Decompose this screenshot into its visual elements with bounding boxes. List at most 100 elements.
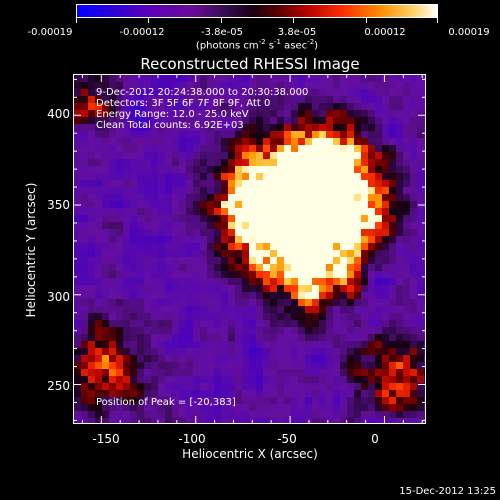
heatmap-pixel <box>284 166 291 173</box>
heatmap-pixel <box>158 180 165 187</box>
heatmap-pixel <box>333 117 340 124</box>
heatmap-pixel <box>249 250 256 257</box>
heatmap-pixel <box>249 257 256 264</box>
heatmap-pixel <box>403 138 410 145</box>
heatmap-pixel <box>417 166 424 173</box>
heatmap-pixel <box>263 236 270 243</box>
heatmap-pixel <box>256 334 263 341</box>
heatmap-pixel <box>193 306 200 313</box>
heatmap-pixel <box>410 278 417 285</box>
heatmap-pixel <box>158 194 165 201</box>
heatmap-pixel <box>123 334 130 341</box>
heatmap-pixel <box>123 397 130 404</box>
heatmap-pixel <box>326 166 333 173</box>
heatmap-pixel <box>200 271 207 278</box>
heatmap-pixel <box>207 250 214 257</box>
heatmap-pixel <box>368 117 375 124</box>
heatmap-pixel <box>424 173 425 180</box>
heatmap-pixel <box>382 222 389 229</box>
heatmap-pixel <box>256 96 263 103</box>
heatmap-pixel <box>109 369 116 376</box>
heatmap-pixel <box>172 117 179 124</box>
heatmap-pixel <box>410 390 417 397</box>
heatmap-pixel <box>326 306 333 313</box>
heatmap-pixel <box>74 383 81 390</box>
heatmap-pixel <box>228 334 235 341</box>
heatmap-pixel <box>319 306 326 313</box>
heatmap-pixel <box>81 250 88 257</box>
heatmap-pixel <box>81 355 88 362</box>
heatmap-pixel <box>151 159 158 166</box>
heatmap-pixel <box>88 404 95 411</box>
heatmap-pixel <box>333 271 340 278</box>
heatmap-pixel <box>410 117 417 124</box>
heatmap-pixel <box>102 383 109 390</box>
heatmap-pixel <box>235 82 242 89</box>
heatmap-pixel <box>193 229 200 236</box>
heatmap-pixel <box>361 96 368 103</box>
heatmap-pixel <box>214 334 221 341</box>
heatmap-pixel <box>123 145 130 152</box>
heatmap-pixel <box>319 201 326 208</box>
heatmap-pixel <box>88 418 95 423</box>
heatmap-pixel <box>214 292 221 299</box>
heatmap-pixel <box>305 96 312 103</box>
heatmap-pixel <box>165 152 172 159</box>
heatmap-pixel <box>396 327 403 334</box>
heatmap-pixel <box>130 348 137 355</box>
heatmap-pixel <box>109 117 116 124</box>
heatmap-pixel <box>116 201 123 208</box>
heatmap-pixel <box>130 306 137 313</box>
heatmap-pixel <box>319 320 326 327</box>
heatmap-pixel <box>123 131 130 138</box>
heatmap-pixel <box>291 271 298 278</box>
heatmap-pixel <box>228 369 235 376</box>
heatmap-pixel <box>326 320 333 327</box>
heatmap-pixel <box>410 292 417 299</box>
heatmap-pixel <box>354 390 361 397</box>
heatmap-pixel <box>368 159 375 166</box>
heatmap-pixel <box>151 348 158 355</box>
heatmap-pixel <box>221 264 228 271</box>
heatmap-pixel <box>242 348 249 355</box>
heatmap-pixel <box>179 166 186 173</box>
heatmap-pixel <box>333 362 340 369</box>
heatmap-pixel <box>123 327 130 334</box>
heatmap-pixel <box>102 411 109 418</box>
heatmap-pixel <box>368 236 375 243</box>
heatmap-pixel <box>368 110 375 117</box>
heatmap-pixel <box>277 201 284 208</box>
heatmap-pixel <box>200 257 207 264</box>
heatmap-pixel <box>172 96 179 103</box>
heatmap-pixel <box>263 390 270 397</box>
heatmap-pixel <box>228 418 235 423</box>
heatmap-pixel <box>396 257 403 264</box>
heatmap-pixel <box>235 201 242 208</box>
heatmap-pixel <box>396 404 403 411</box>
heatmap-pixel <box>158 257 165 264</box>
heatmap-pixel <box>102 173 109 180</box>
heatmap-pixel <box>396 180 403 187</box>
heatmap-pixel <box>410 320 417 327</box>
heatmap-pixel <box>228 145 235 152</box>
heatmap-pixel <box>354 180 361 187</box>
heatmap-pixel <box>403 299 410 306</box>
heatmap-pixel <box>361 215 368 222</box>
heatmap-pixel <box>354 236 361 243</box>
heatmap-pixel <box>144 215 151 222</box>
heatmap-pixel <box>368 145 375 152</box>
heatmap-pixel <box>417 194 424 201</box>
heatmap-pixel <box>214 131 221 138</box>
heatmap-pixel <box>249 180 256 187</box>
heatmap-pixel <box>151 383 158 390</box>
heatmap-pixel <box>95 418 102 423</box>
heatmap-pixel <box>277 145 284 152</box>
heatmap-pixel <box>88 306 95 313</box>
heatmap-pixel <box>116 96 123 103</box>
heatmap-pixel <box>158 103 165 110</box>
heatmap-pixel <box>249 117 256 124</box>
heatmap-pixel <box>207 390 214 397</box>
heatmap-pixel <box>74 152 81 159</box>
heatmap-pixel <box>319 292 326 299</box>
heatmap-pixel <box>214 180 221 187</box>
